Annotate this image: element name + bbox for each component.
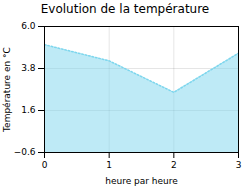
svg-text:1.6: 1.6	[21, 105, 36, 115]
svg-text:3.8: 3.8	[21, 63, 36, 73]
html-text:Evolution de la température: Evolution de la température	[40, 2, 210, 16]
svg-text:heure par heure: heure par heure	[105, 176, 178, 186]
svg-text:6.0: 6.0	[21, 21, 36, 31]
svg-text:3: 3	[236, 160, 242, 170]
svg-text:−0.6: −0.6	[14, 147, 36, 157]
svg-text:2: 2	[171, 160, 177, 170]
svg-text:1: 1	[106, 160, 112, 170]
svg-text:Température en °C: Température en °C	[2, 47, 12, 133]
svg-text:0: 0	[42, 160, 48, 170]
